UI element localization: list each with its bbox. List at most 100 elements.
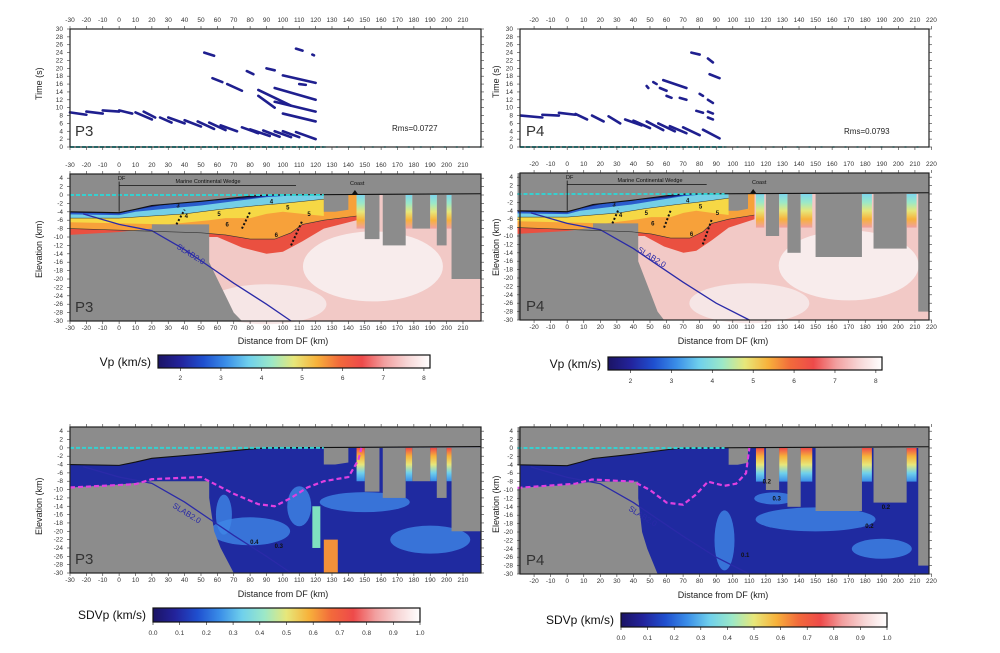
x-tick-label: 170 bbox=[392, 17, 403, 24]
traveltime-pick bbox=[273, 129, 293, 139]
x-tick-label: -10 bbox=[98, 325, 108, 332]
p4-time-ylabel: Time (s) bbox=[491, 65, 501, 98]
x-tick-label: -10 bbox=[546, 17, 556, 24]
x-tick-label: 190 bbox=[876, 161, 887, 168]
traveltime-pick bbox=[311, 53, 316, 57]
y-tick-label: -2 bbox=[507, 453, 513, 460]
p4-traveltime-label: P4 bbox=[526, 123, 544, 140]
x-tick-label: 220 bbox=[926, 578, 937, 585]
resolved-column bbox=[755, 448, 765, 482]
y-tick-label: 2 bbox=[509, 136, 513, 143]
x-tick-label: 130 bbox=[777, 17, 788, 24]
x-tick-label: 60 bbox=[214, 17, 222, 24]
contour-label: 0.3 bbox=[275, 544, 284, 550]
traveltime-pick bbox=[681, 126, 701, 137]
x-tick-label: 30 bbox=[165, 17, 173, 24]
colorbar-tick-label: 0.4 bbox=[723, 635, 732, 642]
x-tick-label: 0 bbox=[117, 17, 121, 24]
x-tick-label: -20 bbox=[529, 578, 539, 585]
x-tick-label: 30 bbox=[165, 577, 173, 584]
x-tick-label: 120 bbox=[310, 17, 321, 24]
x-tick-label: 0 bbox=[117, 162, 121, 169]
x-tick-label: 180 bbox=[408, 577, 419, 584]
y-tick-label: -24 bbox=[54, 545, 64, 552]
contour-label: 6 bbox=[690, 232, 694, 238]
x-tick-label: 90 bbox=[713, 17, 721, 24]
y-tick-label: 4 bbox=[509, 128, 513, 135]
magenta-dashed-boundary bbox=[517, 447, 751, 506]
y-tick-label: -20 bbox=[54, 528, 64, 535]
y-tick-label: 14 bbox=[56, 89, 64, 96]
p4-rms-value: Rms=0.0793 bbox=[844, 127, 890, 136]
x-tick-label: 200 bbox=[893, 161, 904, 168]
y-tick-label: -10 bbox=[504, 487, 514, 494]
traveltime-pick bbox=[142, 110, 157, 119]
y-tick-label: 4 bbox=[509, 428, 513, 435]
x-tick-label: 170 bbox=[843, 17, 854, 24]
resolved-column bbox=[446, 447, 452, 482]
x-tick-label: 10 bbox=[132, 17, 140, 24]
contour-label: 4 bbox=[270, 199, 274, 205]
y-tick-label: 16 bbox=[506, 81, 514, 88]
x-tick-label: 180 bbox=[860, 324, 871, 331]
unresolved-mask bbox=[517, 223, 665, 320]
x-tick-label: 120 bbox=[310, 325, 321, 332]
traveltime-pick bbox=[261, 129, 281, 139]
traveltime-pick bbox=[678, 96, 688, 102]
traveltime-pick bbox=[294, 130, 317, 141]
x-tick-label: 140 bbox=[343, 577, 354, 584]
x-tick-label: 210 bbox=[458, 162, 469, 169]
sdvp-moderate-region bbox=[755, 507, 876, 532]
x-tick-label: 180 bbox=[860, 161, 871, 168]
p3-rms-value: Rms=0.0727 bbox=[392, 124, 438, 133]
y-tick-label: 2 bbox=[59, 136, 63, 143]
y-tick-label: -28 bbox=[54, 310, 64, 317]
x-tick-label: 40 bbox=[630, 578, 638, 585]
p3-vp-colorbar-label: Vp (km/s) bbox=[100, 355, 151, 369]
unresolved-mask bbox=[70, 224, 242, 321]
traveltime-pick bbox=[294, 47, 304, 52]
y-tick-label: 10 bbox=[506, 105, 514, 112]
x-tick-label: 170 bbox=[843, 161, 854, 168]
y-tick-label: 20 bbox=[56, 65, 64, 72]
y-tick-label: 28 bbox=[56, 34, 64, 41]
slab2-line bbox=[82, 213, 292, 322]
contour-label: 0.3 bbox=[773, 497, 782, 503]
p4-sdvp-ylabel: Elevation (km) bbox=[491, 475, 501, 533]
y-tick-label: -28 bbox=[54, 562, 64, 569]
contour-label: 4 bbox=[619, 213, 623, 219]
x-tick-label: 120 bbox=[760, 578, 771, 585]
unresolved-mask bbox=[436, 447, 447, 498]
x-tick-label: 120 bbox=[760, 17, 771, 24]
unresolved-mask bbox=[765, 448, 780, 490]
sdvp-moderate-region bbox=[714, 510, 735, 571]
x-tick-label: -20 bbox=[529, 324, 539, 331]
x-tick-label: 200 bbox=[441, 162, 452, 169]
x-tick-label: 80 bbox=[696, 161, 704, 168]
contour-label: 3 bbox=[176, 204, 180, 210]
resolved-column bbox=[446, 195, 452, 229]
x-tick-label: 200 bbox=[893, 17, 904, 24]
contour-label: 5 bbox=[716, 211, 720, 217]
p4-vp-panel: -20-20-10-100010102020303040405050606070… bbox=[504, 161, 938, 331]
x-tick-label: 90 bbox=[263, 577, 271, 584]
resolved-column bbox=[800, 194, 813, 228]
x-tick-label: 40 bbox=[181, 325, 189, 332]
x-tick-label: -30 bbox=[65, 17, 75, 24]
x-tick-label: 50 bbox=[646, 578, 654, 585]
x-tick-label: 150 bbox=[359, 162, 370, 169]
x-tick-label: 0 bbox=[565, 17, 569, 24]
x-tick-label: 90 bbox=[713, 324, 721, 331]
x-tick-label: 100 bbox=[277, 577, 288, 584]
y-tick-label: -14 bbox=[54, 251, 64, 258]
unresolved-mask bbox=[765, 194, 780, 236]
y-tick-label: 8 bbox=[509, 113, 513, 120]
x-tick-label: 0 bbox=[565, 578, 569, 585]
resolved-column bbox=[755, 194, 765, 228]
x-tick-label: -20 bbox=[82, 17, 92, 24]
x-tick-label: 50 bbox=[646, 17, 654, 24]
x-tick-label: 190 bbox=[425, 162, 436, 169]
y-tick-label: -12 bbox=[504, 241, 514, 248]
x-tick-label: 30 bbox=[613, 161, 621, 168]
contour-label: 0.2 bbox=[865, 524, 874, 530]
